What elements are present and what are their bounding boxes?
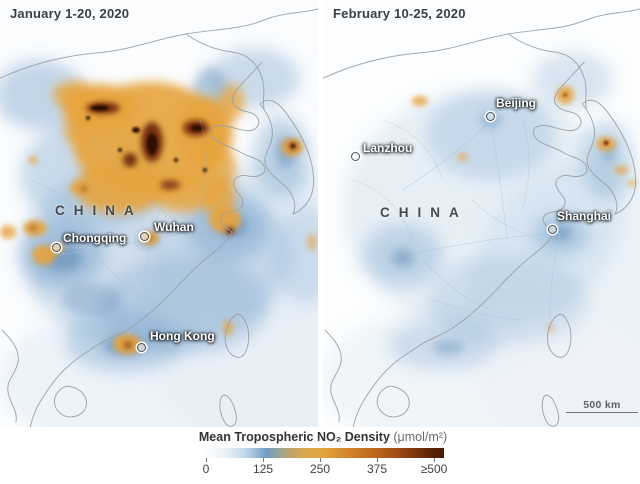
city-label-beijing: Beijing (496, 96, 537, 110)
panel-title-january: January 1-20, 2020 (10, 6, 130, 21)
colorbar-tick-0 (206, 458, 207, 462)
country-label-china-right: CHINA (380, 205, 468, 220)
city-marker-hong-kong (137, 343, 146, 352)
colorbar-tick-4 (434, 458, 435, 462)
legend-colorbar (204, 448, 444, 458)
legend-title-text: Mean Tropospheric NO₂ Density (198, 430, 390, 444)
country-label-china-left: CHINA (55, 203, 143, 218)
colorbar-tick-3 (377, 458, 378, 462)
map-panel-february: February 10-25, 2020 CHINA Lanzhou Beiji… (323, 0, 640, 427)
colorbar-label-250: 250 (309, 462, 331, 476)
city-marker-beijing (486, 112, 495, 121)
legend-title: Mean Tropospheric NO₂ Density (μmol/m²) (199, 430, 447, 444)
city-label-lanzhou: Lanzhou (363, 141, 413, 155)
colorbar-label-375: 375 (366, 462, 388, 476)
map-january-art (0, 0, 318, 427)
city-label-chongqing: Chongqing (63, 231, 127, 245)
city-marker-chongqing (52, 243, 61, 252)
map-february-art (323, 0, 640, 427)
scale-bar-line (566, 412, 638, 413)
colorbar-label-0: 0 (202, 462, 210, 476)
legend-unit-text: (μmol/m²) (393, 430, 448, 444)
colorbar-label-500: ≥500 (420, 462, 448, 476)
colorbar-label-125: 125 (252, 462, 274, 476)
city-marker-lanzhou (351, 152, 360, 161)
scale-bar-label: 500 km (583, 399, 621, 411)
map-panel-january: January 1-20, 2020 CHINA Chongqing Wuhan… (0, 0, 318, 427)
colorbar-tick-1 (263, 458, 264, 462)
city-marker-shanghai (548, 225, 557, 234)
city-marker-wuhan (140, 232, 149, 241)
city-label-shanghai: Shanghai (557, 209, 612, 223)
city-label-wuhan: Wuhan (154, 220, 194, 234)
panel-title-february: February 10-25, 2020 (333, 6, 466, 21)
city-label-hong-kong: Hong Kong (150, 329, 215, 343)
colorbar-tick-2 (320, 458, 321, 462)
